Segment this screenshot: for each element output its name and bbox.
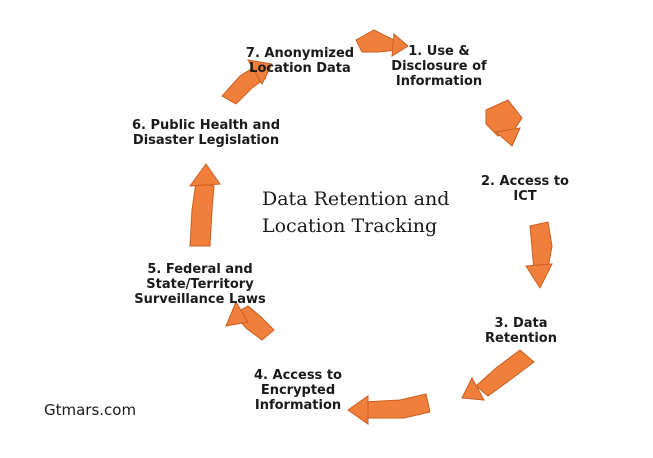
step-label-5: 5. Federal and State/Territory Surveilla… xyxy=(134,262,266,307)
step-label-2: 2. Access to ICT xyxy=(481,174,569,204)
arrow-5-to-6 xyxy=(225,300,275,341)
step-label-6: 6. Public Health and Disaster Legislatio… xyxy=(132,118,280,148)
watermark: Gtmars.com xyxy=(44,401,137,419)
step-label-1: 1. Use & Disclosure of Information xyxy=(391,44,487,89)
arrow-3-to-4 xyxy=(461,349,535,401)
arrow-6-to-7 xyxy=(188,163,221,247)
arrow-7-to-1 xyxy=(355,29,409,57)
step-label-4: 4. Access to Encrypted Information xyxy=(254,368,342,413)
center-title: Data Retention and Location Tracking xyxy=(262,188,450,237)
arrow-4-to-5 xyxy=(347,393,431,425)
step-label-3: 3. Data Retention xyxy=(485,316,557,346)
arrow-1-to-2 xyxy=(485,99,523,147)
arrow-2-to-3 xyxy=(525,221,553,290)
arrow-upper-left xyxy=(221,59,273,105)
step-label-7: 7. Anonymized Location Data xyxy=(245,46,355,76)
